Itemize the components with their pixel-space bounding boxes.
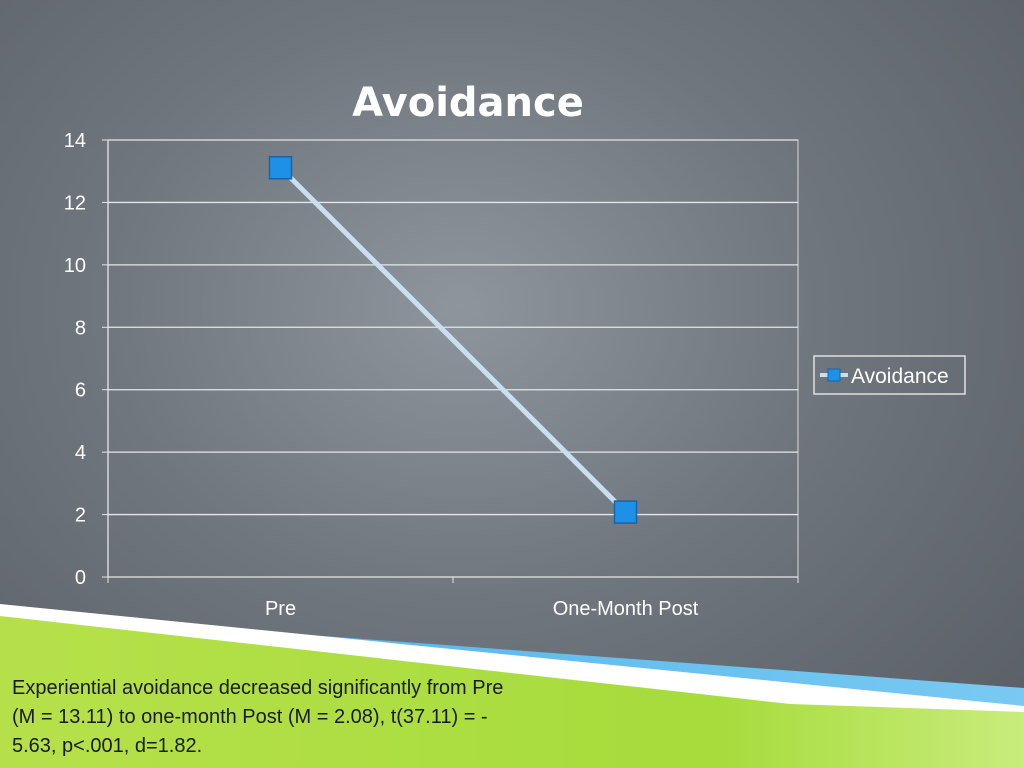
x-tick-label: One-Month Post [553,598,699,620]
y-tick-label: 0 [75,567,86,589]
chart-title: Avoidance [352,80,584,126]
y-tick-label: 8 [75,317,86,339]
legend-marker-swatch [827,368,841,382]
plot-area [107,139,799,578]
decor-green-band [0,616,1024,768]
data-point [613,500,638,524]
caption: Experiential avoidance decreased signifi… [12,674,612,761]
y-tick-label: 10 [64,255,86,277]
x-tick-label: Pre [265,598,296,620]
y-tick-label: 2 [75,505,86,527]
gridlines [108,139,798,516]
axes [102,139,799,583]
caption-line: Experiential avoidance decreased signifi… [12,677,504,699]
caption-line: 5.63, p<.001, d=1.82. [12,735,203,757]
data-point [268,156,293,180]
caption-line: (M = 13.11) to one-month Post (M = 2.08)… [12,706,488,728]
y-tick-label: 12 [64,192,86,214]
legend-box [813,355,966,395]
y-tick-label: 4 [75,442,86,464]
series-line [278,166,628,514]
series-avoidance [268,156,638,524]
y-tick-label: 6 [75,380,86,402]
y-tick-label: 14 [64,130,86,152]
legend: Avoidance [813,355,966,395]
legend-label: Avoidance [851,365,949,388]
tick-labels: 0 2 4 6 8 10 12 14 Pre One-Month Post [64,130,699,620]
